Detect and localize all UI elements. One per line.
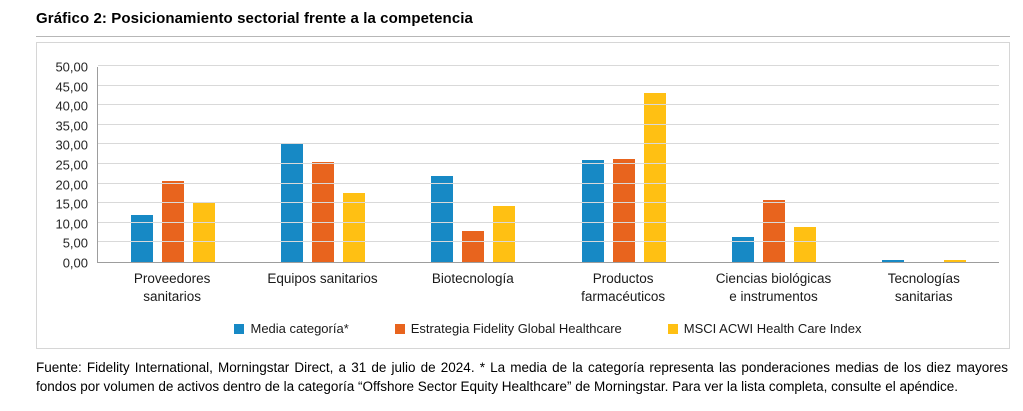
bar bbox=[462, 231, 485, 262]
legend-swatch-icon bbox=[234, 323, 245, 334]
gridline bbox=[98, 143, 999, 145]
bar bbox=[343, 193, 366, 262]
x-category-label: Productos farmacéuticos bbox=[581, 271, 666, 304]
bar bbox=[581, 160, 604, 262]
x-category-label: Ciencias biológicas e instrumentos bbox=[715, 271, 832, 304]
bar-group bbox=[248, 67, 398, 262]
bar-group bbox=[549, 67, 699, 262]
y-tick-label: 30,00 bbox=[55, 137, 88, 153]
y-tick-label: 10,00 bbox=[55, 216, 88, 232]
y-tick-label: 45,00 bbox=[55, 79, 88, 95]
gridline bbox=[98, 182, 999, 184]
x-category-label: Equipos sanitarios bbox=[267, 271, 378, 286]
bar bbox=[643, 93, 666, 262]
bar-group bbox=[98, 67, 248, 262]
bar bbox=[431, 176, 454, 262]
legend-item: MSCI ACWI Health Care Index bbox=[667, 321, 862, 337]
y-tick-label: 40,00 bbox=[55, 98, 88, 114]
plot-wrapper: 0,00 5,00 10,00 15,00 20,00 25,00 30,00 35,00 40… bbox=[45, 60, 999, 271]
gridline bbox=[98, 221, 999, 223]
legend-item: Media categoría* bbox=[234, 321, 349, 337]
legend-item: Estrategia Fidelity Global Healthcare bbox=[394, 321, 622, 337]
y-tick-label: 0,00 bbox=[62, 255, 88, 271]
chart-container: 0,00 5,00 10,00 15,00 20,00 25,00 30,00 35,00 40… bbox=[36, 42, 1010, 350]
gridline bbox=[98, 241, 999, 243]
gridline bbox=[98, 65, 999, 66]
bar bbox=[312, 162, 335, 262]
bar-groups bbox=[98, 67, 999, 262]
y-tick-label: 35,00 bbox=[55, 118, 88, 134]
bar bbox=[793, 227, 816, 262]
chart-title: Gráfico 2: Posicionamiento sectorial fre… bbox=[36, 10, 1010, 37]
gridline bbox=[98, 104, 999, 106]
gridline bbox=[98, 123, 999, 125]
y-tick-label: 25,00 bbox=[55, 157, 88, 173]
bar-group bbox=[849, 67, 999, 262]
gridline bbox=[98, 163, 999, 164]
x-axis-labels: Proveedores sanitarios Equipos sanitarios… bbox=[97, 263, 999, 305]
bar bbox=[131, 215, 154, 262]
bar bbox=[762, 200, 785, 262]
x-category-label: Proveedores sanitarios bbox=[133, 271, 211, 304]
gridline bbox=[98, 84, 999, 86]
y-axis: 0,00 5,00 10,00 15,00 20,00 25,00 30,00 35,00 40… bbox=[45, 60, 97, 271]
page: Gráfico 2: Posicionamiento sectorial fre… bbox=[36, 10, 1010, 395]
bar bbox=[612, 159, 635, 262]
bar-group bbox=[398, 67, 548, 262]
source-footnote: Fuente: Fidelity International, Mornings… bbox=[36, 360, 1008, 395]
bar bbox=[881, 260, 904, 262]
x-category-label: Tecnologías sanitarias bbox=[887, 271, 960, 304]
legend-label: Estrategia Fidelity Global Healthcare bbox=[410, 321, 622, 337]
y-tick-label: 50,00 bbox=[55, 59, 88, 75]
bar bbox=[943, 260, 966, 262]
x-category-label: Biotecnología bbox=[431, 271, 514, 286]
y-tick-label: 20,00 bbox=[55, 177, 88, 193]
gridline bbox=[98, 202, 999, 204]
legend: Media categoría* Estrategia Fidelity Glob… bbox=[97, 321, 999, 336]
bar bbox=[193, 202, 216, 262]
legend-label: MSCI ACWI Health Care Index bbox=[683, 321, 862, 337]
plot-area bbox=[97, 65, 999, 263]
legend-swatch-icon bbox=[394, 323, 405, 334]
bar bbox=[731, 237, 754, 262]
y-tick-label: 15,00 bbox=[55, 196, 88, 212]
bar-group bbox=[699, 67, 849, 262]
legend-swatch-icon bbox=[667, 323, 678, 334]
y-tick-label: 5,00 bbox=[62, 235, 88, 251]
legend-label: Media categoría* bbox=[250, 321, 349, 337]
bar bbox=[493, 206, 516, 262]
